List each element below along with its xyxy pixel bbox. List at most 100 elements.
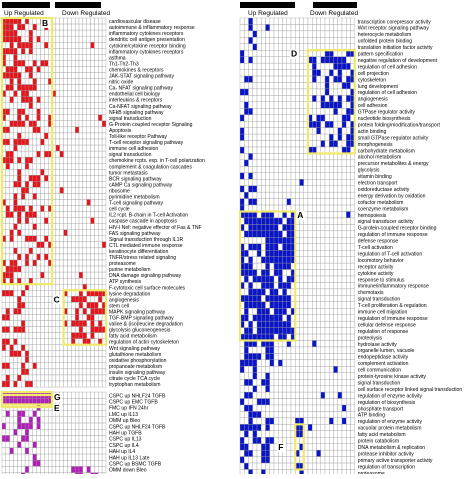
- heatmap-cell: [321, 424, 325, 430]
- heatmap-cell: [64, 91, 68, 97]
- heatmap-cell: [67, 163, 71, 169]
- heatmap-cell: [41, 448, 45, 454]
- heatmap-cell: [342, 392, 346, 398]
- heatmap-cell: [257, 270, 261, 276]
- heatmap-cell: [60, 163, 64, 169]
- heatmap-cell: [338, 57, 342, 63]
- heatmap-cell: [44, 363, 48, 369]
- heatmap-cell: [6, 248, 10, 254]
- heatmap-cell: [287, 153, 291, 159]
- heatmap-cell: [346, 411, 350, 417]
- heatmap-cell: [94, 448, 98, 454]
- pathway-label: negative regulation of development: [358, 58, 438, 64]
- heatmap-cell: [21, 375, 25, 381]
- heatmap-cell: [317, 70, 321, 76]
- heatmap-cell: [308, 31, 312, 37]
- heatmap-cell: [6, 272, 10, 278]
- heatmap-cell: [278, 282, 282, 288]
- heatmap-cell: [79, 79, 83, 85]
- heatmap-cell: [334, 399, 338, 405]
- heatmap-cell: [94, 30, 98, 36]
- heatmap-cell: [25, 321, 29, 327]
- heatmap-cell: [304, 334, 308, 340]
- heatmap-cell: [300, 115, 304, 121]
- heatmap-cell: [308, 379, 312, 385]
- heatmap-cell: [244, 141, 248, 147]
- heatmap-cell: [98, 181, 102, 187]
- heatmap-cell: [37, 109, 41, 115]
- heatmap-cell: [244, 386, 248, 392]
- heatmap-cell: [94, 175, 98, 181]
- heatmap-cell: [325, 282, 329, 288]
- heatmap-cell: [67, 466, 71, 472]
- heatmap-cell: [41, 169, 45, 175]
- heatmap-cell: [334, 379, 338, 385]
- heatmap-cell: [317, 418, 321, 424]
- heatmap-cell: [342, 102, 346, 108]
- heatmap-cell: [21, 175, 25, 181]
- heatmap-cell: [287, 186, 291, 192]
- pathway-label: regulation of immune response: [358, 316, 428, 322]
- heatmap-cell: [257, 76, 261, 82]
- heatmap-cell: [270, 353, 274, 359]
- heatmap-cell: [79, 24, 83, 30]
- heatmap-cell: [79, 54, 83, 60]
- heatmap-cell: [48, 321, 52, 327]
- heatmap-cell: [44, 66, 48, 72]
- heatmap-cell: [240, 444, 244, 450]
- heatmap-cell: [325, 431, 329, 437]
- heatmap-cell: [6, 375, 10, 381]
- heatmap-cell: [291, 128, 295, 134]
- heatmap-cell: [44, 254, 48, 260]
- heatmap-cell: [244, 437, 248, 443]
- heatmap-cell: [295, 128, 299, 134]
- heatmap-cell: [98, 278, 102, 284]
- heatmap-cell: [91, 218, 95, 224]
- heatmap-cell: [25, 121, 29, 127]
- heatmap-cell: [283, 315, 287, 321]
- heatmap-cell: [6, 351, 10, 357]
- heatmap-cell: [75, 97, 79, 103]
- heatmap-cell: [21, 460, 25, 466]
- heatmap-cell: [253, 392, 257, 398]
- heatmap-cell: [278, 153, 282, 159]
- heatmap-cell: [98, 454, 102, 460]
- pathway-label: GTPase regulator activity: [358, 110, 416, 116]
- heatmap-cell: [321, 121, 325, 127]
- heatmap-cell: [249, 89, 253, 95]
- heatmap-cell: [79, 248, 83, 254]
- heatmap-cell: [338, 141, 342, 147]
- heatmap-cell: [102, 18, 106, 24]
- heatmap-cell: [25, 175, 29, 181]
- heatmap-cell: [56, 260, 60, 266]
- up-regulated-bar: [2, 2, 50, 8]
- heatmap-cell: [278, 128, 282, 134]
- heatmap-cell: [291, 411, 295, 417]
- heatmap-cell: [94, 212, 98, 218]
- pathway-label: locomotory behavior: [358, 258, 404, 264]
- heatmap-cell: [312, 321, 316, 327]
- heatmap-cell: [325, 237, 329, 243]
- heatmap-cell: [270, 224, 274, 230]
- pathway-label: cytokine activity: [358, 271, 394, 277]
- heatmap-cell: [67, 302, 71, 308]
- heatmap-cell: [25, 345, 29, 351]
- heatmap-cell: [94, 109, 98, 115]
- heatmap-cell: [266, 179, 270, 185]
- heatmap-cell: [240, 186, 244, 192]
- heatmap-cell: [79, 224, 83, 230]
- heatmap-cell: [37, 345, 41, 351]
- heatmap-cell: [67, 139, 71, 145]
- heatmap-cell: [10, 442, 14, 448]
- heatmap-cell: [60, 72, 64, 78]
- heatmap-cell: [29, 224, 33, 230]
- heatmap-cell: [64, 127, 68, 133]
- heatmap-cell: [14, 109, 18, 115]
- heatmap-cell: [14, 314, 18, 320]
- heatmap-cell: [244, 160, 248, 166]
- heatmap-cell: [304, 302, 308, 308]
- heatmap-cell: [10, 423, 14, 429]
- heatmap-cell: [329, 179, 333, 185]
- heatmap-cell: [304, 24, 308, 30]
